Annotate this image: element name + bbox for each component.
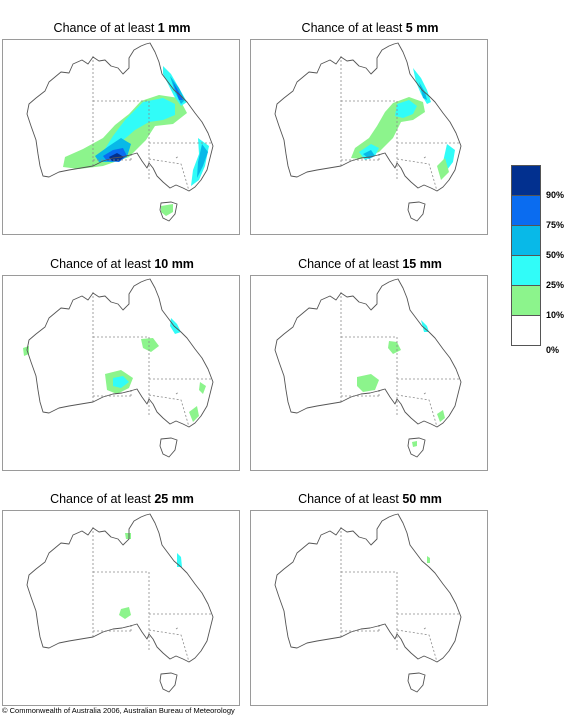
legend-tick: 0% [546, 345, 560, 355]
tasmania [160, 438, 177, 457]
legend-swatch-75-90 [511, 195, 541, 226]
map-frame [2, 510, 240, 706]
tasmania [160, 673, 177, 692]
tasmania-coastline [407, 201, 426, 222]
map-frame [250, 510, 488, 706]
state-border [148, 629, 190, 663]
rain-probability-region [119, 607, 131, 619]
legend-swatch-25-50 [511, 255, 541, 286]
legend-swatch-0-10 [511, 315, 541, 346]
rain-probability-region [197, 144, 208, 178]
state-border [148, 158, 190, 192]
state-border [175, 155, 180, 159]
state-border [396, 158, 438, 192]
australia-map [274, 42, 462, 222]
rain-probability-region [357, 374, 379, 392]
map-panel-10mm: Chance of at least 10 mm [2, 253, 242, 471]
probability-legend: 90% 75% 50% 25% 10% 0% [511, 165, 569, 360]
rain-probability-region [125, 533, 131, 539]
rain-probability-region [109, 153, 124, 161]
rain-probability-region [427, 556, 430, 563]
coastline [26, 513, 214, 663]
state-border [423, 155, 428, 159]
tasmania [408, 438, 425, 457]
map-frame [250, 39, 488, 235]
rain-probability-region [141, 338, 159, 352]
coastline [274, 278, 462, 428]
rain-probability-region [412, 441, 417, 447]
coastline [274, 513, 462, 663]
australia-map [274, 513, 462, 693]
tasmania-coastline [159, 672, 178, 693]
tasmania-coastline [159, 201, 178, 222]
legend-tick: 75% [546, 220, 565, 230]
legend-tick: 50% [546, 250, 565, 260]
australia-map [23, 278, 214, 458]
map-frame [2, 275, 240, 471]
tasmania-coastline [407, 672, 426, 693]
map-panel-1mm: Chance of at least 1 mm [2, 17, 242, 235]
legend-tick: 10% [546, 310, 565, 320]
legend-tick: 90% [546, 190, 565, 200]
coastline [274, 42, 462, 192]
rain-probability-region [189, 406, 199, 422]
rain-probability-region [437, 158, 449, 180]
state-border [423, 626, 428, 630]
map-panel-15mm: Chance of at least 15 mm [250, 253, 490, 471]
map-panel-50mm: Chance of at least 50 mm [250, 488, 490, 706]
state-border [396, 394, 438, 428]
map-panel-25mm: Chance of at least 25 mm [2, 488, 242, 706]
copyright-notice: © Commonwealth of Australia 2006, Austra… [2, 706, 235, 715]
rain-probability-region [421, 320, 429, 332]
legend-swatch-50-75 [511, 225, 541, 256]
rain-probability-region [199, 382, 206, 394]
tasmania [408, 202, 425, 221]
land-mass [27, 279, 213, 427]
state-border [396, 629, 438, 663]
state-border [175, 626, 180, 630]
tasmania-coastline [407, 437, 426, 458]
tasmania-coastline [159, 437, 178, 458]
land-mass [27, 514, 213, 662]
panel-title: Chance of at least 5 mm [301, 21, 439, 35]
tasmania [408, 673, 425, 692]
australia-map [26, 513, 214, 693]
rain-probability-region [113, 376, 129, 388]
rain-probability-region [437, 410, 445, 422]
state-border [423, 391, 428, 395]
state-border [175, 391, 180, 395]
panel-title: Chance of at least 10 mm [50, 257, 194, 271]
legend-swatch-10-25 [511, 285, 541, 316]
map-frame [250, 275, 488, 471]
panel-title: Chance of at least 1 mm [53, 21, 191, 35]
panel-title: Chance of at least 15 mm [298, 257, 442, 271]
legend-swatch-90-100 [511, 165, 541, 196]
australia-map [26, 42, 214, 222]
land-mass [27, 43, 213, 191]
legend-tick: 25% [546, 280, 565, 290]
rain-probability-region [161, 204, 173, 216]
land-mass [275, 43, 461, 191]
coastline [26, 278, 214, 428]
rain-probability-region [177, 553, 182, 567]
coastline [26, 42, 214, 192]
land-mass [275, 279, 461, 427]
panel-title: Chance of at least 25 mm [50, 492, 194, 506]
rain-probability-region [413, 68, 431, 104]
panel-title: Chance of at least 50 mm [298, 492, 442, 506]
map-frame [2, 39, 240, 235]
state-border [148, 394, 190, 428]
map-panel-5mm: Chance of at least 5 mm [250, 17, 490, 235]
land-mass [275, 514, 461, 662]
australia-map [274, 278, 462, 458]
rain-probability-region [395, 100, 417, 118]
rain-probability-region [388, 341, 401, 354]
